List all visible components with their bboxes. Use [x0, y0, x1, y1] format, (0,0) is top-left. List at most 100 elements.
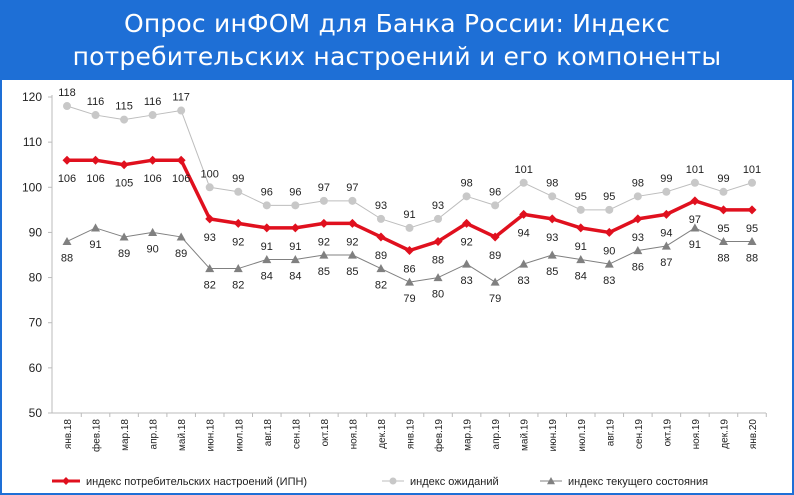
data-point — [519, 259, 529, 268]
data-point — [547, 214, 557, 224]
data-point — [148, 227, 158, 237]
legend-label: индекс потребительских настроений (ИПН) — [86, 476, 307, 488]
data-label: 88 — [746, 252, 758, 264]
data-point — [176, 232, 186, 241]
data-label: 106 — [172, 173, 190, 185]
data-label: 85 — [346, 266, 358, 278]
x-tick-label: апр.18 — [149, 419, 160, 450]
data-point — [233, 264, 243, 273]
data-label: 82 — [232, 280, 244, 292]
data-point — [434, 214, 443, 223]
x-tick-label: май.19 — [520, 419, 531, 451]
x-tick-label: мар.18 — [120, 419, 131, 451]
data-point — [91, 223, 101, 232]
x-tick-label: авг.18 — [263, 419, 274, 447]
data-point — [119, 232, 129, 241]
data-label: 94 — [518, 227, 530, 239]
data-point — [748, 178, 756, 187]
data-point — [290, 223, 300, 233]
data-label: 92 — [232, 236, 244, 248]
data-label: 95 — [717, 223, 729, 235]
data-label: 79 — [403, 293, 415, 305]
data-point — [462, 218, 472, 228]
title-line-2: потребительских настроений и его компоне… — [72, 42, 722, 71]
data-point — [62, 155, 72, 165]
data-point — [62, 236, 72, 246]
data-point — [233, 218, 243, 228]
y-tick-label: 60 — [29, 361, 43, 375]
data-label: 79 — [489, 293, 501, 305]
data-label: 99 — [232, 173, 244, 185]
data-label: 82 — [375, 280, 387, 292]
data-label: 84 — [289, 271, 301, 283]
data-point — [718, 236, 728, 246]
data-label: 117 — [172, 92, 190, 104]
data-label: 86 — [632, 261, 644, 273]
data-point — [177, 106, 186, 115]
data-point — [205, 214, 215, 224]
data-label: 95 — [746, 223, 758, 235]
legend-marker — [62, 477, 70, 485]
data-point — [633, 245, 643, 255]
data-label: 101 — [743, 164, 761, 176]
data-point — [405, 245, 414, 255]
data-label: 95 — [603, 191, 615, 203]
data-label: 91 — [261, 241, 273, 253]
x-tick-label: апр.19 — [491, 419, 502, 450]
y-tick-label: 90 — [29, 225, 43, 239]
x-tick-label: мар.19 — [463, 419, 474, 451]
data-label: 90 — [603, 245, 615, 257]
data-label: 96 — [489, 186, 501, 198]
data-label: 106 — [58, 173, 76, 185]
data-point — [576, 223, 586, 233]
data-point — [347, 218, 357, 228]
data-label: 100 — [201, 168, 219, 180]
data-label: 93 — [546, 232, 558, 244]
y-tick-label: 80 — [29, 271, 43, 285]
data-label: 87 — [660, 257, 672, 269]
x-tick-label: янв.19 — [406, 419, 417, 450]
data-point — [148, 155, 158, 165]
data-point — [690, 196, 700, 206]
x-tick-label: дек.18 — [377, 419, 388, 449]
data-label: 89 — [175, 248, 187, 260]
data-label: 105 — [115, 178, 133, 190]
legend-label: индекс ожиданий — [410, 476, 499, 488]
data-label: 96 — [261, 186, 273, 198]
data-point — [662, 187, 671, 196]
data-point — [433, 236, 443, 246]
data-point — [376, 232, 386, 242]
data-label: 92 — [460, 236, 472, 248]
data-point — [319, 250, 329, 259]
data-point — [633, 192, 642, 201]
data-label: 106 — [86, 173, 104, 185]
data-label: 88 — [61, 252, 73, 264]
data-label: 84 — [575, 271, 587, 283]
data-label: 91 — [575, 241, 587, 253]
data-label: 98 — [546, 177, 558, 189]
data-point — [690, 223, 700, 232]
data-point — [291, 201, 300, 210]
data-label: 90 — [147, 243, 159, 255]
x-tick-label: фев.19 — [433, 419, 445, 452]
x-tick-label: июл.19 — [577, 419, 588, 452]
legend-marker — [389, 477, 397, 485]
x-tick-label: июн.19 — [548, 419, 559, 452]
title-line-1: Опрос инФОМ для Банка России: Индекс — [123, 9, 671, 38]
data-label: 82 — [204, 280, 216, 292]
data-point — [376, 214, 385, 223]
y-tick-label: 50 — [29, 406, 43, 420]
data-label: 83 — [518, 275, 530, 287]
data-label: 91 — [689, 239, 701, 251]
chart-title: Опрос инФОМ для Банка России: Индекс пот… — [0, 0, 794, 80]
data-point — [433, 273, 443, 282]
x-tick-label: ноя.19 — [691, 419, 702, 450]
x-tick-label: июл.18 — [234, 419, 245, 452]
data-point — [661, 241, 671, 250]
data-point — [747, 236, 757, 246]
data-label: 80 — [432, 289, 444, 301]
data-label: 106 — [143, 173, 161, 185]
data-label: 98 — [632, 177, 644, 189]
data-label: 94 — [660, 227, 672, 239]
